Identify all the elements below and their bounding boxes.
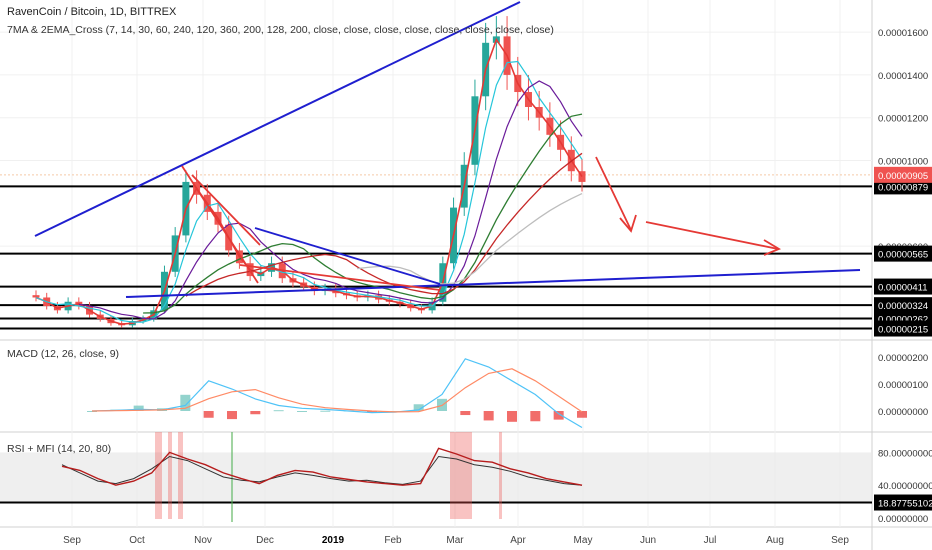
x-tick-label: Sep	[831, 535, 849, 546]
macd-histogram-bar	[460, 411, 471, 416]
drawings	[34, 1, 861, 298]
macd-line	[91, 358, 583, 429]
moving-average-line	[143, 113, 583, 314]
rsi-label: RSI + MFI (14, 20, 80)	[7, 443, 111, 455]
macd-histogram-bar	[413, 404, 424, 411]
moving-average-line	[35, 37, 583, 326]
moving-average-line	[35, 60, 583, 323]
macd-histogram-bar	[227, 411, 237, 420]
current-price-text: 0.00000905	[878, 171, 928, 182]
overbought-highlight	[450, 432, 472, 519]
y-tick-label: 0.00001000	[878, 157, 928, 168]
rsi-line	[61, 447, 583, 486]
overbought-highlight	[178, 432, 183, 519]
macd-histogram-bar	[297, 411, 307, 412]
macd-histogram-bar	[203, 411, 214, 418]
moving-averages	[35, 37, 583, 326]
x-tick-label: Mar	[446, 535, 464, 546]
macd-histogram-bar	[507, 411, 517, 422]
rsi-y-tick: 80.00000000	[878, 448, 932, 459]
x-tick-label: Sep	[63, 535, 81, 546]
macd-y-tick: 0.00000100	[878, 380, 928, 391]
rsi-level-tag	[874, 494, 932, 511]
projection-arrow	[645, 221, 779, 250]
level-tag-text: 0.00000324	[878, 301, 928, 312]
drawn-red-line	[181, 165, 259, 284]
macd-pane	[87, 358, 587, 429]
overbought-highlight	[168, 432, 172, 519]
macd-histogram-bar	[320, 410, 331, 412]
level-tag-text: 0.00000411	[878, 283, 928, 294]
macd-histogram-bar	[530, 411, 541, 422]
x-tick-label: Feb	[384, 535, 402, 546]
mfi-line	[61, 455, 583, 486]
x-tick-label: Dec	[256, 535, 274, 546]
y-tick-label: 0.00001600	[878, 28, 928, 39]
x-tick-label: Apr	[510, 535, 526, 546]
macd-histogram-bar	[577, 411, 587, 418]
y-tick-label: 0.00001400	[878, 71, 928, 82]
level-tag	[874, 278, 932, 295]
projection-arrowhead	[763, 239, 782, 256]
x-tick-label: Jul	[704, 535, 717, 546]
x-tick-label: 2019	[322, 535, 345, 546]
lower-trend-line	[125, 269, 861, 298]
level-tag-text: 0.00000879	[878, 182, 928, 193]
level-tag-text: 0.00000215	[878, 325, 928, 336]
macd-histogram-bar	[483, 411, 494, 421]
drawn-red-line	[239, 264, 441, 291]
time-axis: Sep Oct Nov Dec 2019 Feb Mar Apr May Jun Jul Aug Sep	[63, 535, 849, 546]
candle-body	[32, 295, 40, 298]
projection-arrowhead	[619, 214, 637, 233]
falling-trend-line	[254, 227, 441, 285]
macd-histogram-bar	[87, 411, 97, 412]
upper-trend-line	[34, 1, 521, 237]
drawn-red-line	[191, 174, 261, 246]
macd-histogram-bar	[180, 394, 191, 411]
rsi-y-tick: 40.00000000	[878, 481, 932, 492]
level-tag-text: 0.00000262	[878, 314, 928, 325]
macd-histogram-bar	[250, 411, 261, 415]
macd-label: MACD (12, 26, close, 9)	[7, 348, 119, 360]
rsi-pane	[0, 432, 872, 522]
macd-signal-line	[91, 368, 583, 413]
indicator-label: 7MA & 2EMA_Cross (7, 14, 30, 60, 240, 12…	[7, 24, 554, 36]
level-tag	[874, 297, 932, 314]
overbought-highlight	[155, 432, 162, 519]
projection-arrow	[595, 156, 632, 231]
level-tag-text: 0.00000565	[878, 250, 928, 261]
rsi-level-tag-text: 18.87755102	[878, 499, 932, 510]
x-tick-label: May	[574, 535, 593, 546]
macd-histogram-bar	[133, 405, 144, 411]
macd-y-tick: 0.00000000	[878, 407, 928, 418]
price-axis: 0.00001600 0.00001400 0.00001200 0.00001000…	[874, 28, 932, 525]
moving-average-line	[78, 80, 583, 320]
level-tag	[874, 320, 932, 337]
x-tick-label: Oct	[129, 535, 145, 546]
current-price-tag	[874, 166, 932, 183]
level-tag	[874, 245, 932, 262]
macd-histogram-bar	[273, 410, 284, 412]
y-tick-label: 0.00001200	[878, 114, 928, 125]
moving-average-line	[357, 193, 583, 285]
rsi-y-tick: 0.00000000	[878, 514, 928, 525]
macd-y-tick: 0.00000200	[878, 353, 928, 364]
chart-title: RavenCoin / Bitcoin, 1D, BITTREX	[7, 6, 177, 18]
macd-histogram-bar	[553, 411, 564, 420]
x-tick-label: Jun	[640, 535, 656, 546]
x-tick-label: Aug	[766, 535, 784, 546]
x-tick-label: Nov	[194, 535, 212, 546]
overbought-highlight	[499, 432, 502, 519]
moving-average-line	[185, 152, 583, 297]
